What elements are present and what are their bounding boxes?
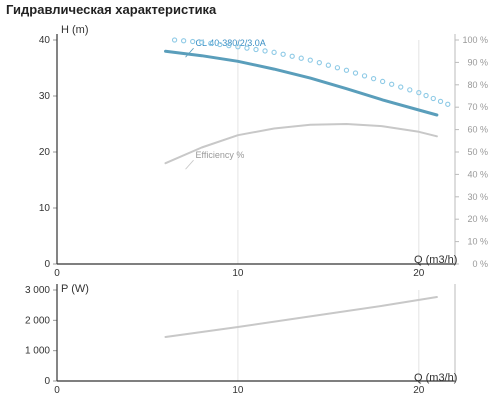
y-tick-label: 3 000 (25, 285, 50, 296)
y2-tick-label: 70 % (467, 102, 488, 112)
series-line (164, 49, 439, 117)
y-tick-label: 0 (44, 376, 50, 387)
series-point (244, 45, 250, 51)
x-tick-label: 20 (413, 268, 425, 279)
series-point (423, 92, 429, 99)
series-point (289, 53, 295, 59)
y-axis-label: H (m) (61, 24, 89, 36)
y2-tick-label: 100 % (462, 35, 488, 45)
series-point (208, 40, 214, 47)
head-efficiency-panel: 0 10 20 0 10 20 30 40 0 % 10 % 20 % 30 % 40 % 50 % 60 … (39, 24, 488, 279)
y-tick-label: 10 (39, 203, 51, 214)
series-point (389, 81, 395, 87)
x-tick-label: 0 (54, 385, 60, 396)
series-point (271, 49, 277, 55)
series-point (217, 41, 223, 48)
series-point (171, 37, 178, 43)
series-point (280, 51, 286, 57)
series-line (164, 123, 438, 165)
series-point (262, 48, 268, 54)
x-tick-label: 10 (232, 385, 244, 396)
series-point (199, 39, 205, 45)
series-point (226, 42, 232, 49)
series-point (316, 60, 322, 66)
series-point (190, 38, 196, 45)
series-line (164, 296, 438, 338)
series-point (361, 73, 368, 79)
y-tick-label: 30 (39, 91, 51, 102)
series-point (180, 38, 187, 44)
x-tick-label: 20 (413, 385, 425, 396)
series-point (416, 89, 422, 96)
y2-tick-label: 90 % (467, 57, 488, 67)
y-tick-label: 20 (39, 147, 51, 158)
series-point (307, 57, 313, 63)
series-label: CL 40-380/2/3.0A (196, 38, 266, 48)
y2-tick-label: 20 % (467, 214, 488, 224)
series-point (343, 67, 350, 73)
y2-tick-label: 80 % (467, 80, 488, 90)
series-point (253, 46, 259, 53)
series-point (325, 62, 332, 68)
series-point (379, 78, 386, 85)
series-label: Efficiency % (196, 150, 245, 160)
series-label-leader (185, 47, 194, 58)
y-tick-label: 1 000 (25, 346, 50, 357)
series-point (398, 84, 404, 90)
y2-tick-label: 50 % (467, 147, 488, 157)
series-point (430, 95, 436, 102)
x-tick-label: 0 (54, 268, 60, 279)
y2-tick-label: 60 % (467, 125, 488, 135)
x-axis-label: Q (m3/h) (414, 372, 457, 384)
series-point (407, 87, 413, 93)
series-point (437, 98, 444, 105)
series-point (235, 44, 241, 50)
page-title: Гидравлическая характеристика (6, 2, 217, 17)
series-point (352, 70, 359, 76)
y-tick-label: 0 (44, 259, 50, 270)
y-tick-label: 40 (39, 35, 51, 46)
series-point (370, 75, 377, 82)
x-tick-label: 10 (232, 268, 244, 279)
y2-tick-label: 30 % (467, 192, 488, 202)
y-tick-label: 2 000 (25, 315, 50, 326)
y2-tick-label: 40 % (467, 169, 488, 179)
y2-tick-label: 0 % (472, 259, 488, 269)
series-point (445, 101, 451, 107)
y-axis-label: P (W) (61, 283, 89, 295)
series-point (298, 55, 304, 61)
x-axis-label: Q (m3/h) (414, 254, 457, 266)
power-panel: 0 10 20 0 1 000 2 000 3 000 P (W) Q (m3/h) (25, 283, 457, 396)
series-point (334, 65, 341, 71)
y2-tick-label: 10 % (467, 237, 488, 247)
series-label-leader (185, 159, 194, 170)
